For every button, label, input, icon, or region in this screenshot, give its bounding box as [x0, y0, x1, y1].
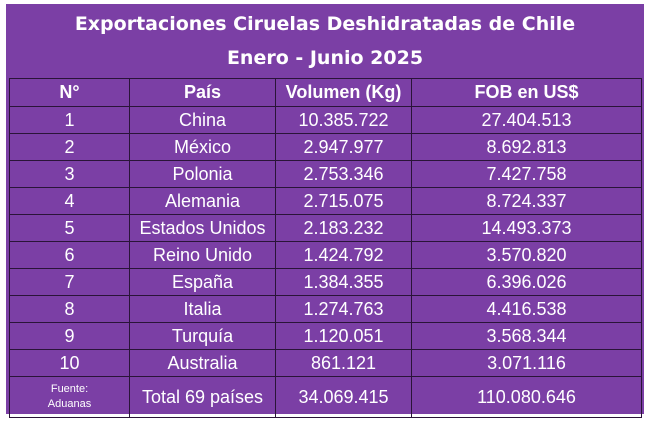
row-country: Turquía	[129, 322, 276, 350]
table-subtitle: Enero - Junio 2025	[226, 47, 424, 69]
row-country: China	[129, 106, 276, 134]
row-volume: 1.384.355	[275, 268, 412, 296]
source-name: Aduanas	[47, 398, 92, 410]
total-fob: 110.080.646	[411, 376, 642, 418]
row-fob: 3.071.116	[411, 349, 642, 377]
table-row: 1 China 10.385.722 27.404.513	[9, 106, 642, 134]
row-country: Italia	[129, 295, 276, 323]
total-label: Total 69 países	[129, 376, 276, 418]
table-row: 6 Reino Unido 1.424.792 3.570.820	[9, 241, 642, 269]
row-volume: 2.753.346	[275, 160, 412, 188]
row-number: 4	[9, 187, 130, 215]
row-volume: 1.120.051	[275, 322, 412, 350]
row-number: 2	[9, 133, 130, 161]
table-row: 10 Australia 861.121 3.071.116	[9, 349, 642, 377]
header-country: País	[129, 78, 276, 107]
row-fob: 14.493.373	[411, 214, 642, 242]
header-number: N°	[9, 78, 130, 107]
table-row: 3 Polonia 2.753.346 7.427.758	[9, 160, 642, 188]
total-volume: 34.069.415	[275, 376, 412, 418]
row-number: 9	[9, 322, 130, 350]
row-number: 7	[9, 268, 130, 296]
header-volume: Volumen (Kg)	[275, 78, 412, 107]
row-fob: 7.427.758	[411, 160, 642, 188]
table-row: 7 España 1.384.355 6.396.026	[9, 268, 642, 296]
row-volume: 2.183.232	[275, 214, 412, 242]
row-fob: 4.416.538	[411, 295, 642, 323]
header-fob: FOB en US$	[411, 78, 642, 107]
row-volume: 861.121	[275, 349, 412, 377]
row-volume: 1.274.763	[275, 295, 412, 323]
row-country: Alemania	[129, 187, 276, 215]
row-fob: 6.396.026	[411, 268, 642, 296]
table-row: 9 Turquía 1.120.051 3.568.344	[9, 322, 642, 350]
row-number: 10	[9, 349, 130, 377]
table-row: 8 Italia 1.274.763 4.416.538	[9, 295, 642, 323]
table-row: 4 Alemania 2.715.075 8.724.337	[9, 187, 642, 215]
row-number: 3	[9, 160, 130, 188]
table-row: 2 México 2.947.977 8.692.813	[9, 133, 642, 161]
exports-table: N° País Volumen (Kg) FOB en US$ 1 China …	[9, 78, 642, 418]
row-country: Estados Unidos	[129, 214, 276, 242]
row-country: Reino Unido	[129, 241, 276, 269]
row-country: España	[129, 268, 276, 296]
row-volume: 2.715.075	[275, 187, 412, 215]
row-number: 5	[9, 214, 130, 242]
row-fob: 8.724.337	[411, 187, 642, 215]
total-row: Fuente: Aduanas Total 69 países 34.069.4…	[9, 376, 642, 418]
row-country: México	[129, 133, 276, 161]
row-number: 8	[9, 295, 130, 323]
source-cell: Fuente: Aduanas	[9, 376, 130, 418]
row-volume: 1.424.792	[275, 241, 412, 269]
row-country: Polonia	[129, 160, 276, 188]
table-row: 5 Estados Unidos 2.183.232 14.493.373	[9, 214, 642, 242]
row-fob: 3.568.344	[411, 322, 642, 350]
row-number: 6	[9, 241, 130, 269]
row-volume: 10.385.722	[275, 106, 412, 134]
header-row: N° País Volumen (Kg) FOB en US$	[9, 78, 642, 107]
row-number: 1	[9, 106, 130, 134]
table-title: Exportaciones Ciruelas Deshidratadas de …	[74, 13, 576, 35]
export-table-card: Exportaciones Ciruelas Deshidratadas de …	[6, 4, 644, 418]
row-fob: 3.570.820	[411, 241, 642, 269]
row-fob: 8.692.813	[411, 133, 642, 161]
row-country: Australia	[129, 349, 276, 377]
row-fob: 27.404.513	[411, 106, 642, 134]
source-label: Fuente:	[50, 383, 89, 395]
row-volume: 2.947.977	[275, 133, 412, 161]
